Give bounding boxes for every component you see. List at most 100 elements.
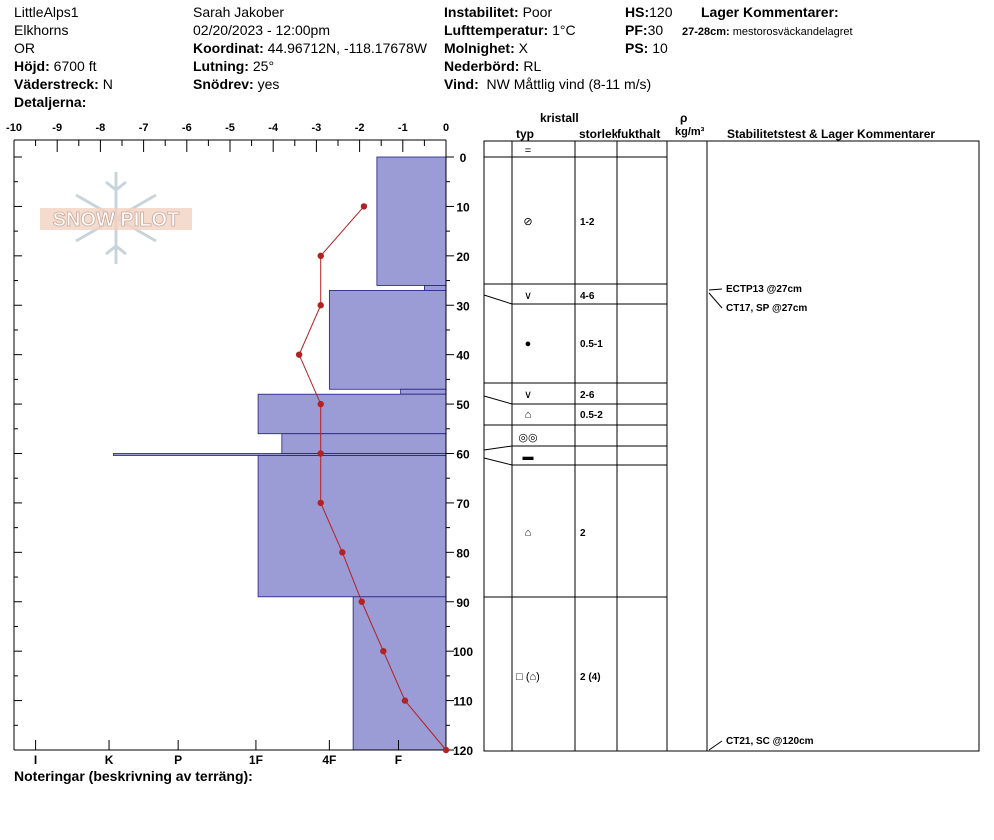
airtemp-row: Lufttemperatur: 1°C (444, 22, 576, 38)
datetime: 02/20/2023 - 12:00pm (193, 22, 330, 38)
coord-value: 44.96712N, -118.17678W (267, 40, 427, 56)
hardness-tick-label: F (395, 753, 402, 767)
hs-value: 120 (649, 4, 673, 20)
temp-tick-label: -9 (52, 122, 62, 134)
observer: Sarah Jakober (193, 4, 285, 20)
layer-comment-row: 27-28cm: mestorosväckandelagret (682, 24, 853, 40)
stability-test-label: CT21, SC @120cm (726, 736, 814, 747)
logo-text: SNOW PILOT (53, 209, 180, 231)
depth-tick-label: 10 (456, 200, 470, 214)
stability-test-label: CT17, SP @27cm (726, 303, 807, 314)
drift-value: yes (257, 76, 280, 92)
hardness-bar (423, 285, 447, 291)
hardness-tick-label: K (105, 753, 114, 767)
hs-label: HS: (625, 4, 650, 20)
layer-comment-depth: 27-28cm: (682, 26, 730, 38)
temp-tick-label: -1 (398, 122, 408, 134)
hardness-bar (257, 455, 447, 598)
hardness-tick-label: I (34, 753, 37, 767)
layer-boundary-connector (483, 294, 513, 305)
pf-row: PF:30 (625, 22, 663, 38)
hardness-tick-label: 4F (322, 753, 336, 767)
temperature-point (317, 302, 324, 309)
elevation-row: Höjd: 6700 ft (14, 58, 96, 74)
hardness-tick-label: 1F (249, 753, 263, 767)
layer-grain-symbol: ⊘ (523, 216, 532, 228)
drift-label: Snödrev: (193, 76, 254, 92)
depth-tick-label: 30 (456, 299, 470, 313)
temperature-point (442, 746, 450, 754)
temperature-point (317, 400, 324, 408)
pf-label: PF: (625, 22, 648, 38)
test-arrow (708, 292, 723, 309)
elevation-label: Höjd: (14, 58, 50, 74)
layer-grain-size: 4-6 (580, 291, 595, 302)
ps-label: PS: (625, 40, 649, 56)
ps-value: 10 (652, 40, 668, 56)
hardness-bar (376, 156, 447, 286)
layer-grain-symbol: = (525, 145, 531, 157)
wind-label: Vind: (444, 76, 479, 92)
coord-label: Koordinat: (193, 40, 264, 56)
temperature-line (298, 206, 447, 751)
coord-row: Koordinat: 44.96712N, -118.17678W (193, 40, 427, 56)
slope-value: 25° (252, 58, 275, 74)
slope-row: Lutning: 25° (193, 58, 274, 74)
wind-value: NW Måttlig vind (8-11 m/s) (486, 76, 652, 92)
instability-value: Poor (522, 4, 553, 20)
wind-row: Vind: NW Måttlig vind (8-11 m/s) (444, 76, 651, 92)
hardness-bar (400, 388, 447, 395)
temp-tick-label: 0 (443, 122, 449, 134)
test-arrow (708, 288, 723, 291)
sky-row: Molnighet: X (444, 40, 528, 56)
temp-tick-label: -5 (225, 122, 235, 134)
precip-label: Nederbörd: (444, 58, 520, 74)
depth-tick-label: 50 (456, 398, 470, 412)
layer-grain-symbol: ◎◎ (518, 432, 537, 444)
col-moisture: fukthalt (617, 127, 661, 141)
airtemp-value: 1°C (552, 22, 576, 38)
layer-grain-symbol: ▬ (523, 451, 534, 463)
col-density-bottom: kg/m³ (675, 126, 705, 138)
layer-grain-size: 2 (580, 528, 586, 539)
col-crystal-bottom: storlek (579, 127, 617, 141)
stability-test-label: ECTP13 @27cm (726, 284, 802, 295)
sky-value: X (518, 40, 528, 56)
layer-boundary-connector (483, 445, 513, 451)
depth-tick-label: 120 (453, 744, 473, 758)
temperature-point (380, 647, 387, 655)
hardness-tick-label: P (174, 753, 182, 767)
temperature-point (360, 203, 368, 210)
depth-tick-label: 60 (456, 448, 470, 462)
elevation-value: 6700 ft (53, 58, 97, 74)
details-label: Detaljerna: (14, 94, 87, 110)
drift-row: Snödrev: yes (193, 76, 279, 92)
temp-tick-label: -6 (182, 122, 192, 134)
layer-grain-symbol: ⌂ (525, 527, 532, 539)
layer-grain-size: 1-2 (580, 217, 595, 228)
temp-tick-label: -7 (139, 122, 149, 134)
sky-label: Molnighet: (444, 40, 515, 56)
precip-row: Nederbörd: RL (444, 58, 541, 74)
snowpilot-logo: SNOW PILOT (40, 172, 192, 264)
location: LittleAlps1 (14, 4, 79, 20)
layer-boundary-connector (483, 395, 513, 405)
col-comments: Stabilitetstest & Lager Kommentarer (727, 127, 936, 141)
temperature-point (339, 549, 346, 556)
depth-tick-label: 110 (453, 695, 473, 709)
layer-grain-symbol: ∨ (524, 290, 532, 302)
layer-grain-symbol: ⌂ (525, 409, 532, 421)
temperature-point (317, 499, 324, 507)
col-crystal-top: kristall (540, 111, 579, 125)
hardness-bar (328, 290, 447, 390)
hardness-bar (352, 596, 447, 751)
slope-label: Lutning: (193, 58, 249, 74)
depth-tick-label: 40 (456, 349, 470, 363)
layer-grain-symbol: □ (⌂) (516, 671, 540, 683)
temperature-point (358, 598, 365, 605)
layer-table-frame (483, 140, 980, 752)
temp-tick-label: -8 (96, 122, 106, 134)
depth-tick-label: 80 (456, 546, 470, 560)
aspect-row: Väderstreck: N (14, 76, 113, 92)
